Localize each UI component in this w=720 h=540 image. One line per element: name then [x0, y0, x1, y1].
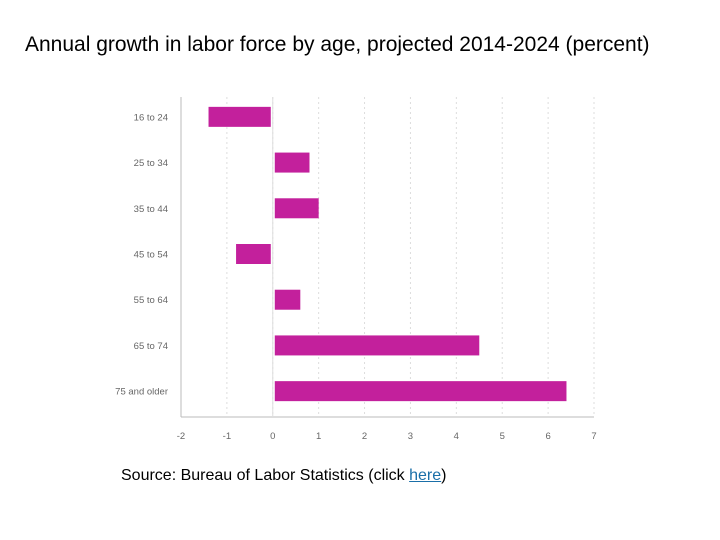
bar [274, 198, 319, 219]
x-tick-label: 5 [500, 431, 505, 442]
y-category-label: 75 and older [115, 387, 168, 398]
y-category-label: 55 to 64 [134, 295, 168, 306]
bar-chart: -2 -1 0 1 2 3 4 5 6 7 16 to 24 25 to 34 35 to 44 45 t… [115, 97, 597, 442]
bar [274, 289, 301, 310]
x-tick-label: 2 [362, 431, 367, 442]
x-tick-label: -2 [177, 431, 185, 442]
y-category-label: 45 to 54 [134, 250, 168, 261]
source-prefix: Source: Bureau of Labor Statistics (clic… [121, 467, 410, 484]
source-note: Source: Bureau of Labor Statistics (clic… [121, 467, 446, 485]
bar [236, 244, 271, 264]
x-tick-label: 6 [545, 431, 550, 442]
source-suffix: ) [441, 467, 447, 484]
bar [274, 335, 480, 356]
x-tick-label: 3 [408, 431, 413, 442]
y-category-label: 16 to 24 [134, 112, 168, 123]
source-link[interactable]: here [409, 467, 442, 484]
y-category-label: 35 to 44 [134, 204, 168, 215]
y-category-label: 25 to 34 [134, 158, 168, 169]
x-tick-label: 0 [270, 431, 275, 442]
x-tick-label: -1 [223, 431, 231, 442]
chart-title: Annual growth in labor force by age, pro… [25, 33, 650, 56]
x-tick-label: 4 [454, 431, 459, 442]
x-tick-label: 1 [316, 431, 321, 442]
bar [208, 106, 271, 127]
x-tick-label: 7 [591, 431, 596, 442]
bar [274, 381, 567, 402]
bar [274, 152, 310, 173]
y-category-label: 65 to 74 [134, 341, 168, 352]
